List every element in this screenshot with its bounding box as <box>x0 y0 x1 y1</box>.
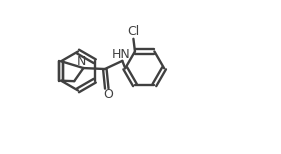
Text: N: N <box>77 55 87 68</box>
Text: HN: HN <box>112 48 131 61</box>
Text: O: O <box>103 88 113 101</box>
Text: Cl: Cl <box>128 25 140 38</box>
